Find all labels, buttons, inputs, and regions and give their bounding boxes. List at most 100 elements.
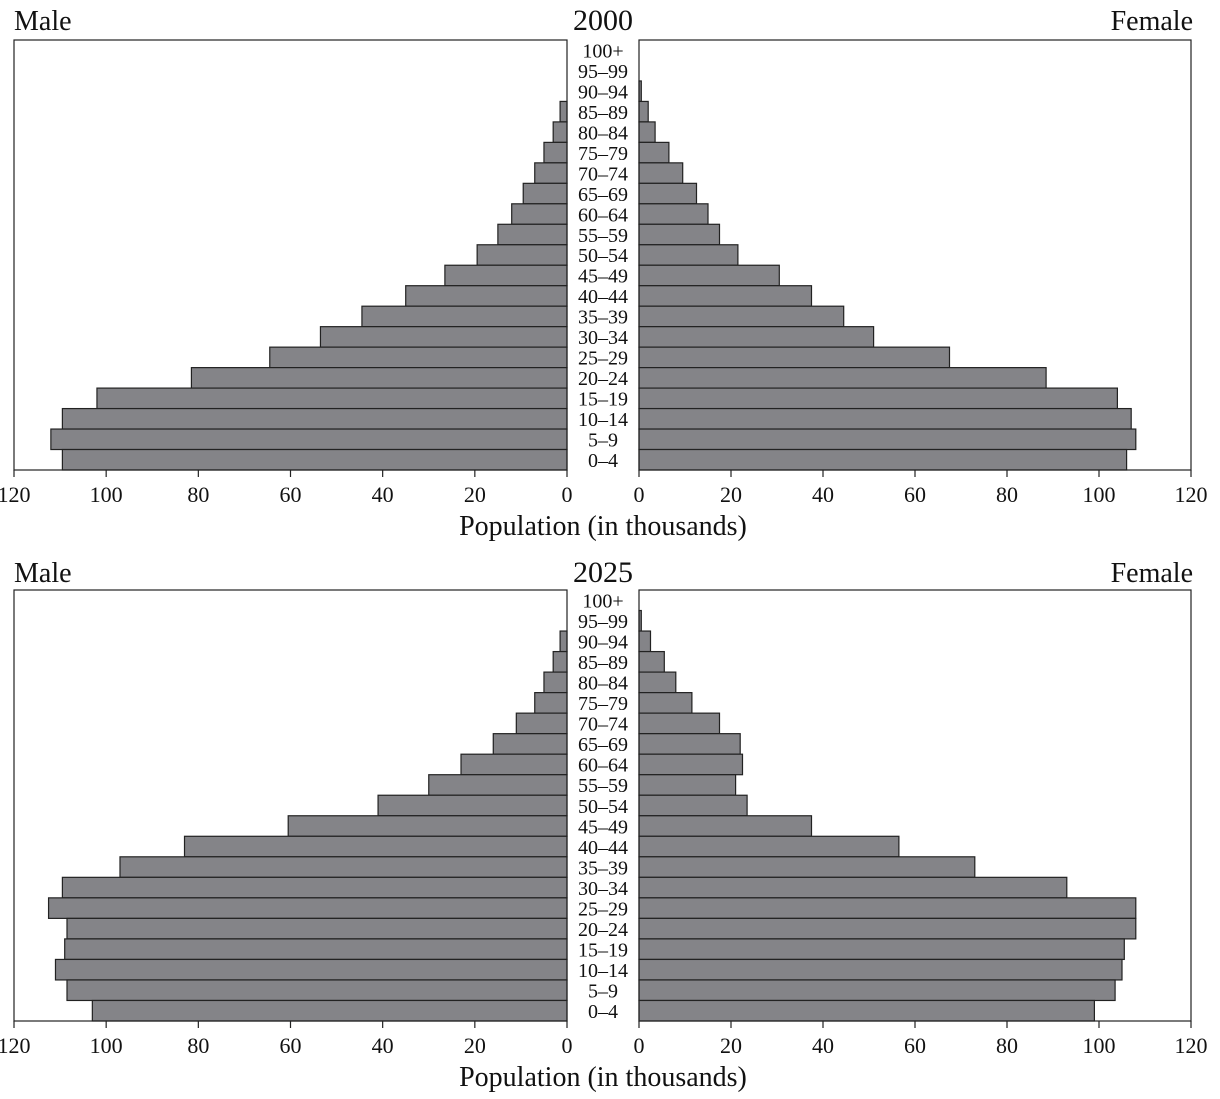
age-group-label: 0–4 <box>588 1001 618 1023</box>
female-bar-35–39 <box>638 305 845 328</box>
age-group-label: 25–29 <box>578 348 628 370</box>
male-bar-45–49 <box>287 815 568 837</box>
male-bar-50–54 <box>377 794 568 817</box>
female-bar-10–14 <box>638 407 1132 430</box>
female-bar-60–64 <box>638 753 744 776</box>
male-bar-80–84 <box>552 121 568 143</box>
male-bar-60–64 <box>511 203 568 225</box>
age-group-label: 20–24 <box>578 919 628 941</box>
age-group-label: 85–89 <box>578 652 628 674</box>
female-bar-40–44 <box>638 285 813 307</box>
female-x-tick-label: 120 <box>1175 482 1208 507</box>
female-bar-65–69 <box>638 182 698 205</box>
female-bar-15–19 <box>638 387 1118 410</box>
female-x-tick-label: 120 <box>1175 1033 1208 1058</box>
age-group-label: 15–19 <box>578 389 628 411</box>
male-bar-80–84 <box>543 671 568 694</box>
male-bar-15–19 <box>96 387 568 410</box>
age-group-label: 85–89 <box>578 102 628 124</box>
female-x-tick-label: 80 <box>996 1033 1018 1058</box>
female-bar-45–49 <box>638 264 780 287</box>
female-bar-30–34 <box>638 876 1068 899</box>
x-axis-label: Population (in thousands) <box>459 511 747 542</box>
female-label: Female <box>1111 6 1193 37</box>
age-group-label: 30–34 <box>578 878 628 900</box>
age-group-label: 60–64 <box>578 204 628 226</box>
female-bar-0–4 <box>638 999 1095 1022</box>
male-bar-75–79 <box>543 141 568 164</box>
male-x-tick-label: 60 <box>280 482 302 507</box>
male-bar-40–44 <box>183 835 568 858</box>
male-bar-30–34 <box>319 326 568 348</box>
female-x-tick-label: 40 <box>812 482 834 507</box>
age-group-label: 55–59 <box>578 225 628 247</box>
male-bar-65–69 <box>522 182 568 205</box>
male-bar-0–4 <box>61 448 568 471</box>
age-group-label: 95–99 <box>578 611 628 633</box>
male-bar-40–44 <box>405 285 568 307</box>
x-axis-label: Population (in thousands) <box>459 1062 747 1093</box>
female-bar-25–29 <box>638 346 951 369</box>
male-x-tick-label: 20 <box>464 482 486 507</box>
male-bar-70–74 <box>515 712 568 735</box>
female-x-tick-label: 100 <box>1083 1033 1116 1058</box>
male-label: Male <box>14 558 72 589</box>
age-group-label: 100+ <box>582 591 623 613</box>
male-x-tick-label: 80 <box>187 482 209 507</box>
age-group-label: 0–4 <box>588 450 618 472</box>
female-bar-65–69 <box>638 733 741 755</box>
age-group-label: 70–74 <box>578 163 628 185</box>
age-group-label: 40–44 <box>578 837 628 859</box>
female-bar-80–84 <box>638 121 656 143</box>
male-bar-20–24 <box>190 367 568 389</box>
male-bar-45–49 <box>444 264 568 287</box>
age-group-label: 40–44 <box>578 286 628 308</box>
female-bar-20–24 <box>638 367 1047 389</box>
female-x-tick-label: 20 <box>720 1033 742 1058</box>
female-bar-5–9 <box>638 979 1116 1002</box>
age-group-label: 90–94 <box>578 632 628 654</box>
male-x-tick-label: 120 <box>0 1033 31 1058</box>
age-group-label: 80–84 <box>578 122 628 144</box>
female-bar-25–29 <box>638 897 1137 919</box>
male-x-tick-label: 20 <box>464 1033 486 1058</box>
female-bar-55–59 <box>638 223 721 246</box>
male-x-tick-label: 100 <box>90 482 123 507</box>
age-group-label: 10–14 <box>578 409 628 431</box>
year-title: 2025 <box>573 556 633 589</box>
age-group-label: 15–19 <box>578 939 628 961</box>
male-bar-90–94 <box>559 630 568 653</box>
age-group-label: 95–99 <box>578 61 628 83</box>
age-group-label: 60–64 <box>578 755 628 777</box>
female-bar-20–24 <box>638 917 1137 940</box>
male-bar-50–54 <box>476 244 568 266</box>
male-x-tick-label: 80 <box>187 1033 209 1058</box>
male-x-tick-label: 100 <box>90 1033 123 1058</box>
female-bar-55–59 <box>638 774 737 796</box>
male-bar-5–9 <box>50 428 568 451</box>
male-x-tick-label: 120 <box>0 482 31 507</box>
age-group-label: 65–69 <box>578 734 628 756</box>
age-group-label: 75–79 <box>578 693 628 715</box>
age-group-label: 5–9 <box>588 430 618 452</box>
male-bar-70–74 <box>534 162 568 184</box>
male-bar-25–29 <box>269 346 568 369</box>
female-bar-75–79 <box>638 141 670 164</box>
age-group-label: 80–84 <box>578 673 628 695</box>
age-group-label: 45–49 <box>578 816 628 838</box>
age-group-label: 55–59 <box>578 775 628 797</box>
age-group-label: 35–39 <box>578 307 628 329</box>
female-bar-50–54 <box>638 794 748 817</box>
female-x-tick-label: 0 <box>634 1033 645 1058</box>
age-group-label: 25–29 <box>578 898 628 920</box>
female-bar-85–89 <box>638 650 665 673</box>
age-group-label: 90–94 <box>578 81 628 103</box>
female-x-tick-label: 80 <box>996 482 1018 507</box>
female-x-tick-label: 60 <box>904 1033 926 1058</box>
female-bar-60–64 <box>638 203 709 225</box>
male-bar-30–34 <box>61 876 568 899</box>
female-x-tick-label: 40 <box>812 1033 834 1058</box>
male-bar-25–29 <box>47 897 568 919</box>
